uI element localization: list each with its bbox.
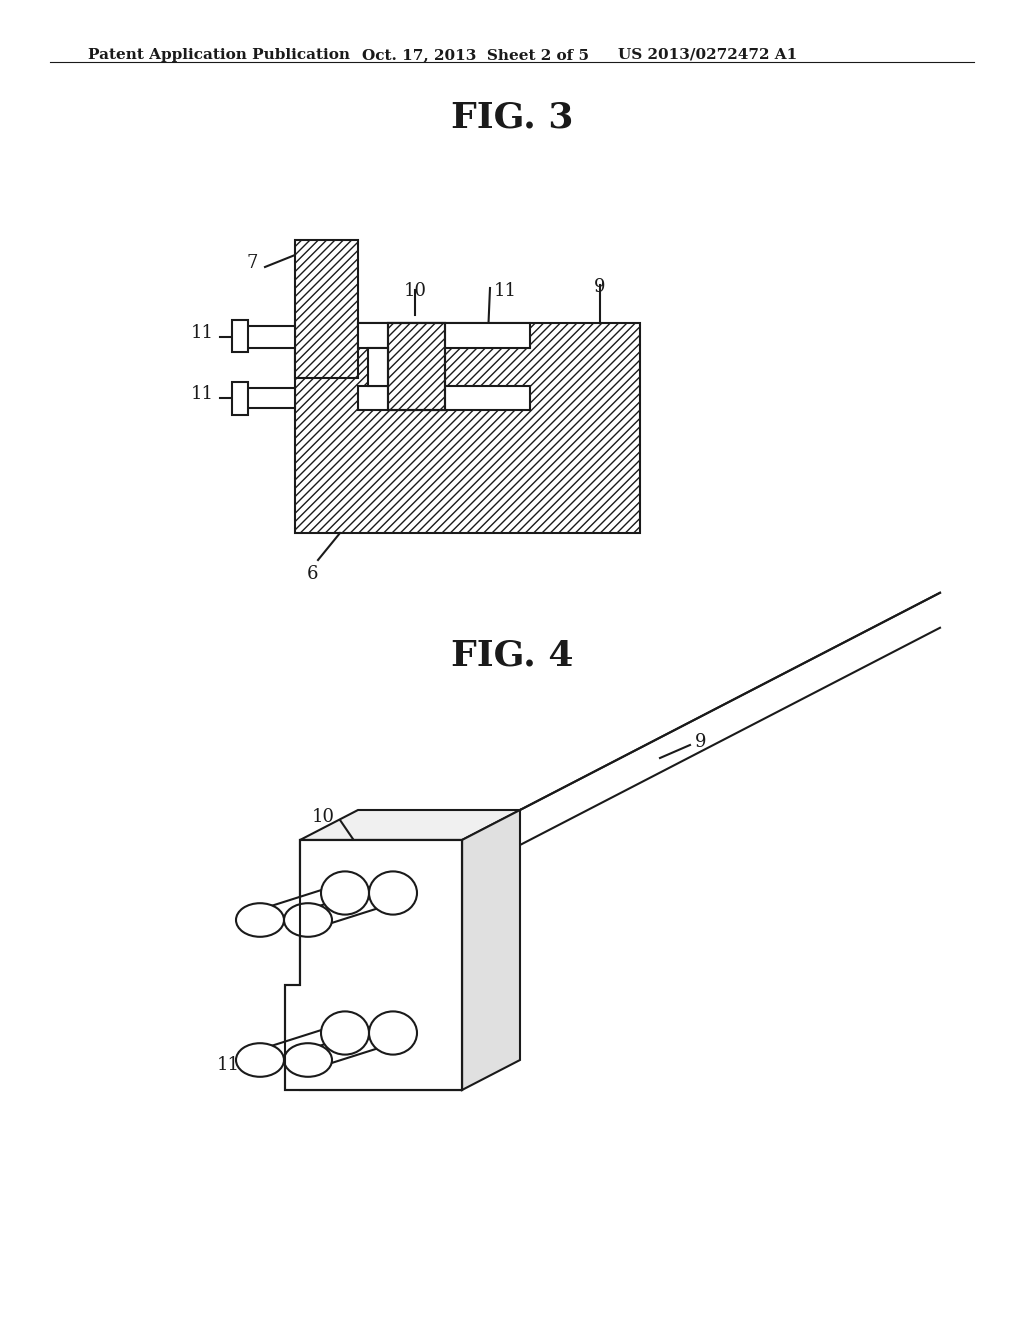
- Bar: [245, 326, 295, 348]
- Text: FIG. 4: FIG. 4: [451, 638, 573, 672]
- Bar: [368, 348, 388, 385]
- Ellipse shape: [321, 1011, 369, 1055]
- Polygon shape: [462, 810, 520, 1090]
- Text: 6: 6: [306, 565, 317, 583]
- Bar: [295, 323, 640, 533]
- Text: 10: 10: [312, 808, 335, 826]
- Polygon shape: [300, 810, 520, 840]
- Text: 7: 7: [247, 253, 258, 272]
- Bar: [388, 323, 445, 411]
- Text: 11: 11: [217, 1056, 240, 1074]
- Text: 11: 11: [191, 323, 214, 342]
- Ellipse shape: [236, 903, 284, 937]
- Ellipse shape: [321, 871, 369, 915]
- Ellipse shape: [284, 903, 332, 937]
- Bar: [295, 240, 358, 378]
- Polygon shape: [300, 840, 462, 1090]
- Bar: [295, 323, 640, 533]
- Text: 10: 10: [403, 282, 427, 300]
- Polygon shape: [285, 840, 462, 1090]
- Ellipse shape: [236, 1043, 284, 1077]
- Polygon shape: [257, 883, 348, 929]
- Bar: [388, 323, 445, 411]
- Text: 9: 9: [594, 279, 606, 296]
- Text: 9: 9: [695, 733, 707, 751]
- Bar: [295, 240, 358, 378]
- Ellipse shape: [369, 871, 417, 915]
- Text: US 2013/0272472 A1: US 2013/0272472 A1: [618, 48, 798, 62]
- Text: FIG. 3: FIG. 3: [451, 100, 573, 135]
- Text: Oct. 17, 2013  Sheet 2 of 5: Oct. 17, 2013 Sheet 2 of 5: [362, 48, 589, 62]
- Text: 11: 11: [191, 385, 214, 403]
- Bar: [245, 388, 295, 408]
- Bar: [388, 323, 445, 411]
- Polygon shape: [257, 1023, 348, 1069]
- Text: Patent Application Publication: Patent Application Publication: [88, 48, 350, 62]
- Polygon shape: [305, 1023, 396, 1069]
- Polygon shape: [305, 883, 396, 929]
- Text: 11: 11: [494, 282, 517, 300]
- Bar: [358, 385, 530, 411]
- Bar: [232, 381, 248, 414]
- Ellipse shape: [369, 1011, 417, 1055]
- Bar: [358, 323, 530, 348]
- Bar: [232, 319, 248, 352]
- Ellipse shape: [284, 1043, 332, 1077]
